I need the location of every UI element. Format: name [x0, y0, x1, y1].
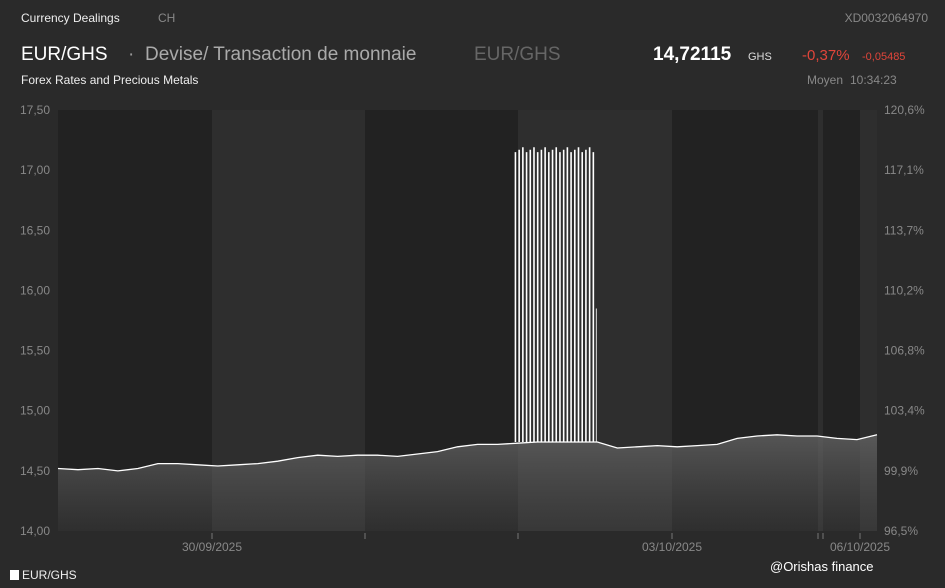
price: 14,72115	[653, 44, 732, 65]
price-type: Moyen	[807, 73, 844, 87]
isin-label: XD0032064970	[844, 11, 928, 25]
area-fill	[58, 434, 877, 531]
y2-tick-label: 117,1%	[884, 163, 924, 177]
legend-label: EUR/GHS	[22, 568, 77, 582]
subtitle: Forex Rates and Precious Metals	[21, 73, 199, 87]
pair-secondary: EUR/GHS	[474, 44, 561, 65]
y-tick-label: 14,50	[20, 464, 50, 478]
separator: ·	[128, 44, 135, 65]
x-tick-label: 30/09/2025	[182, 540, 242, 554]
category-label: Currency Dealings	[21, 11, 120, 25]
legend-swatch	[10, 570, 19, 580]
change-percent: -0,37%	[802, 47, 850, 64]
pair-title: EUR/GHS	[21, 44, 108, 65]
y2-tick-label: 96,5%	[884, 524, 918, 538]
y-tick-label: 17,50	[20, 103, 50, 117]
x-tick-label: 03/10/2025	[642, 540, 702, 554]
y-tick-label: 17,00	[20, 163, 50, 177]
y2-tick-label: 106,8%	[884, 344, 925, 358]
y-tick-label: 16,00	[20, 283, 50, 297]
y2-tick-label: 103,4%	[884, 404, 925, 418]
y-tick-label: 14,00	[20, 524, 50, 538]
y2-tick-label: 113,7%	[884, 223, 924, 237]
y2-tick-label: 110,2%	[884, 283, 924, 297]
session-band	[860, 110, 877, 531]
y-tick-label: 15,50	[20, 344, 50, 358]
timestamp: 10:34:23	[850, 73, 897, 87]
x-tick-label: 06/10/2025	[830, 540, 890, 554]
series-line	[57, 434, 878, 472]
exchange-label: CH	[158, 11, 176, 25]
legend[interactable]: EUR/GHS	[10, 568, 77, 582]
session-band	[58, 110, 212, 531]
y2-tick-label: 120,6%	[884, 103, 925, 117]
credit-watermark: @Orishas finance	[770, 559, 874, 574]
currency: GHS	[748, 51, 772, 63]
instrument-description: Devise/ Transaction de monnaie	[145, 44, 417, 65]
y-tick-label: 15,00	[20, 404, 50, 418]
session-band	[818, 110, 823, 531]
y2-tick-label: 99,9%	[884, 464, 918, 478]
change-absolute: -0,05485	[862, 51, 906, 63]
y-tick-label: 16,50	[20, 223, 50, 237]
